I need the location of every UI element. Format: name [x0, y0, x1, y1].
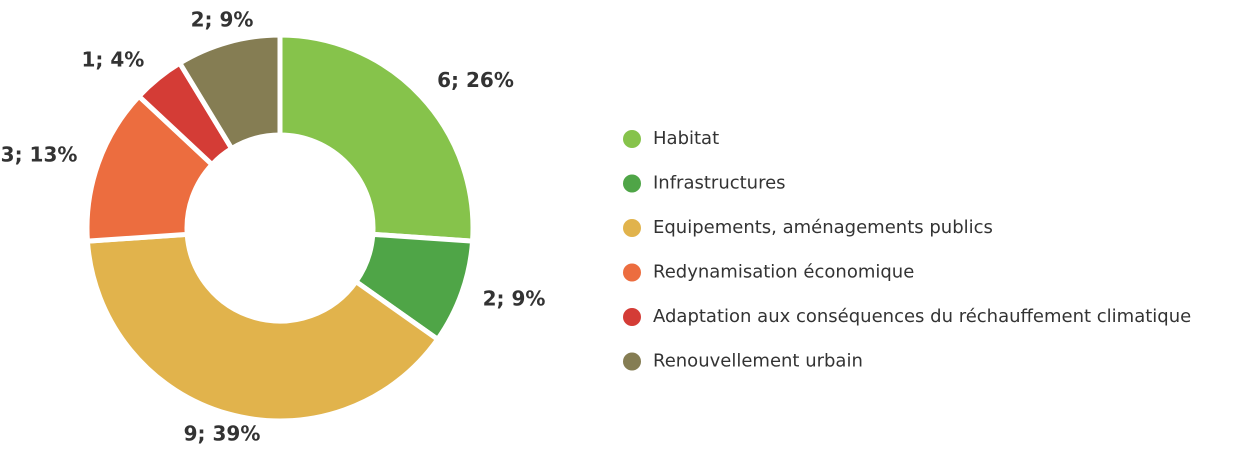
slice: [176, 32, 283, 152]
data-label: 1; 4%: [81, 48, 144, 72]
legend-marker: [623, 263, 641, 282]
data-label: 9; 39%: [184, 422, 261, 446]
legend-label: Adaptation aux conséquences du réchauffe…: [653, 306, 1191, 327]
slice: [277, 32, 476, 244]
slice: [84, 231, 442, 424]
data-label: 2; 9%: [191, 7, 254, 31]
data-label: 6; 26%: [437, 68, 514, 92]
legend-marker: [623, 174, 641, 193]
legend-marker: [623, 219, 641, 237]
legend-label: Habitat: [653, 128, 719, 149]
legend-marker: [623, 352, 641, 371]
legend-label: Equipements, aménagements publics: [653, 217, 993, 238]
data-label: 2; 9%: [483, 286, 546, 310]
legend-label: Infrastructures: [653, 173, 786, 194]
data-label: 3; 13%: [1, 143, 78, 167]
legend-marker: [623, 308, 641, 326]
legend-label: Redynamisation économique: [653, 262, 914, 283]
legend-label: Renouvellement urbain: [653, 351, 863, 372]
legend-marker: [623, 130, 641, 148]
